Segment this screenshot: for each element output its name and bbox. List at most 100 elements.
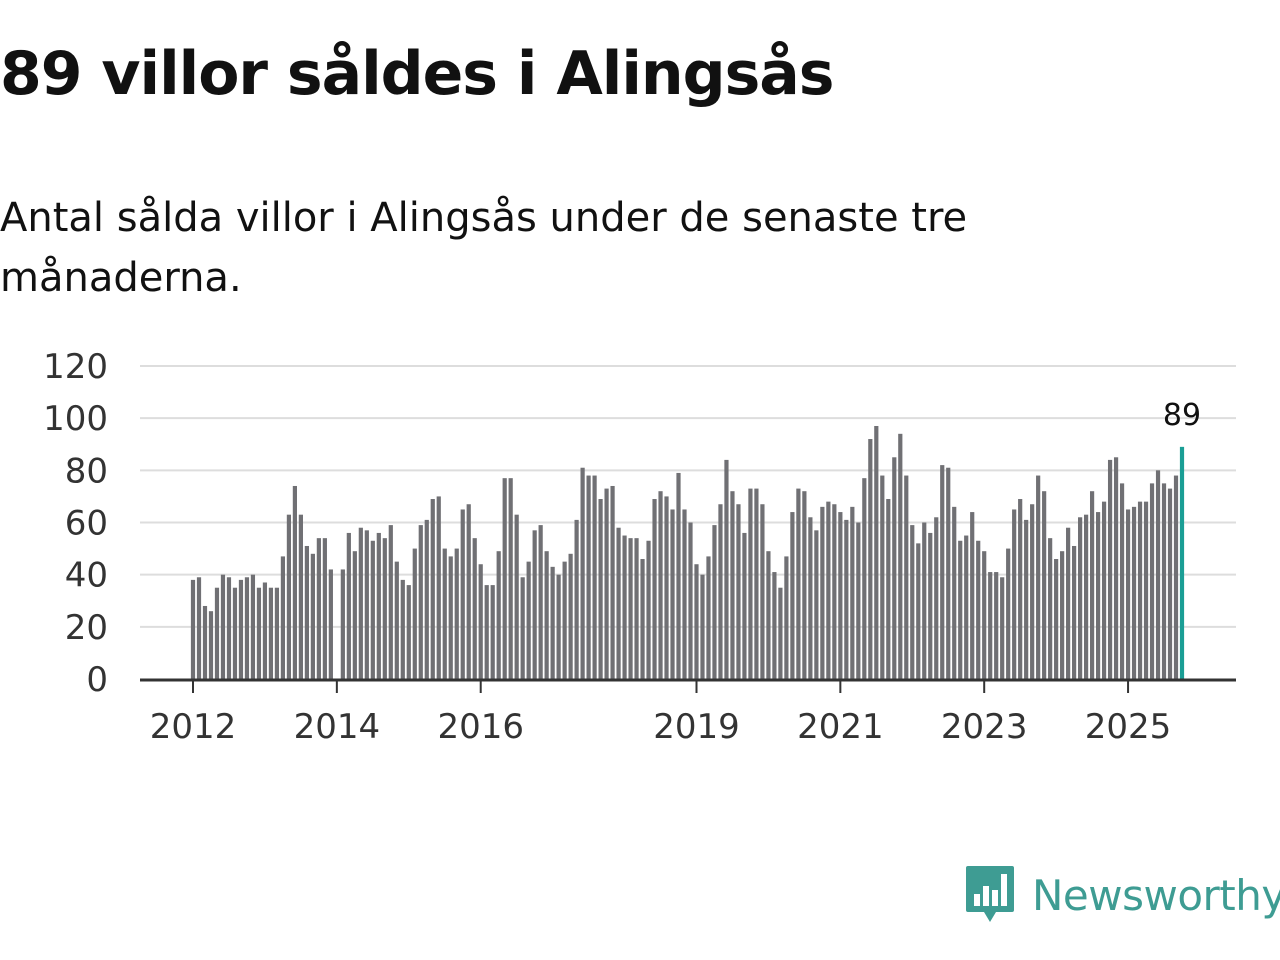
bar-162: [1161, 483, 1167, 680]
bar-118: [898, 433, 903, 679]
bar-40: [430, 499, 435, 679]
bar-130: [970, 512, 975, 679]
y-tick-label-60: 60: [65, 504, 108, 544]
bar-17: [292, 485, 297, 679]
bar-137: [1012, 509, 1017, 679]
bar-158: [1137, 501, 1143, 679]
bar-69: [604, 488, 609, 679]
bar-138: [1018, 499, 1023, 679]
bar-157: [1131, 506, 1137, 679]
bar-16: [286, 514, 292, 679]
bar-120: [910, 525, 915, 679]
grid-lines: [140, 365, 1236, 628]
bar-1: [196, 577, 202, 679]
bar-8: [238, 579, 244, 679]
bar-32: [382, 538, 387, 679]
bar-63: [568, 553, 573, 679]
bar-91: [736, 504, 741, 679]
bar-164: [1173, 475, 1179, 679]
bar-37: [412, 548, 417, 679]
x-axis: [140, 678, 1236, 693]
bar-31: [376, 532, 381, 679]
newsworthy-logo: Newsworthy: [964, 864, 1280, 926]
bar-152: [1101, 501, 1107, 679]
bar-15: [280, 556, 286, 679]
bar-20: [310, 553, 315, 679]
bar-121: [916, 543, 921, 679]
bar-70: [610, 485, 615, 679]
bar-79: [664, 496, 669, 679]
bar-145: [1060, 551, 1065, 679]
bar-112: [862, 478, 867, 679]
bar-144: [1054, 559, 1059, 679]
x-tick-label-2012: 2012: [150, 707, 237, 747]
bar-135: [1000, 577, 1005, 679]
bar-9: [244, 577, 250, 679]
bar-128: [958, 540, 963, 679]
page-title: 89 villor såldes i Alingsås: [0, 39, 835, 109]
bar-143: [1048, 538, 1053, 679]
bar-104: [814, 530, 819, 679]
bar-44: [454, 548, 459, 679]
bar-126: [946, 467, 951, 679]
bar-5: [220, 574, 226, 679]
bar-39: [424, 519, 429, 679]
bar-97: [772, 572, 777, 679]
bar-41: [436, 496, 441, 679]
bar-47: [472, 538, 477, 679]
bar-52: [502, 478, 507, 679]
chart-subtitle: Antal sålda villor i Alingsås under de s…: [0, 195, 968, 301]
bar-2: [202, 605, 208, 679]
bar-25: [340, 569, 345, 679]
bar-98: [778, 587, 783, 679]
bar-146: [1066, 527, 1071, 679]
bar-27: [352, 551, 357, 679]
bar-56: [526, 561, 531, 680]
bar-116: [886, 499, 891, 679]
newsworthy-logo-text: Newsworthy: [1032, 870, 1280, 920]
x-axis-labels: 2012 2014 2016 2019 2021 2023 2025: [150, 707, 1172, 747]
bar-7: [232, 587, 238, 679]
bar-22: [322, 538, 327, 679]
bar-155: [1119, 483, 1125, 680]
bar-89: [724, 459, 729, 679]
bar-34: [394, 561, 399, 680]
bar-134: [994, 572, 999, 679]
bar-59: [544, 551, 549, 679]
data-label-latest: 89: [1163, 398, 1201, 433]
bar-87: [712, 525, 717, 679]
bar-35: [400, 579, 405, 679]
bar-19: [304, 545, 309, 679]
bar-165: [1179, 446, 1185, 679]
bar-93: [748, 488, 753, 679]
bar-30: [370, 540, 375, 679]
bar-46: [466, 504, 471, 679]
bar-148: [1078, 517, 1083, 679]
bar-6: [226, 577, 232, 679]
bar-129: [964, 535, 969, 679]
bar-11: [256, 587, 262, 679]
annotations: 89: [1163, 398, 1201, 433]
bar-21: [316, 538, 321, 679]
bar-77: [652, 499, 657, 679]
bar-154: [1113, 457, 1119, 679]
bar-160: [1149, 483, 1155, 680]
bar-100: [790, 512, 795, 679]
bar-29: [364, 530, 369, 679]
bar-117: [892, 457, 897, 679]
bar-76: [646, 540, 651, 679]
bar-55: [520, 577, 525, 679]
bar-73: [628, 538, 633, 679]
bar-75: [640, 559, 645, 679]
bar-115: [880, 475, 885, 679]
bar-149: [1084, 514, 1089, 679]
bar-61: [556, 574, 561, 679]
bar-106: [826, 501, 831, 679]
bar-28: [358, 527, 363, 679]
bar-72: [622, 535, 627, 679]
bar-85: [700, 574, 705, 679]
bar-81: [676, 472, 681, 679]
bar-71: [616, 527, 621, 679]
bar-10: [250, 574, 256, 679]
bar-49: [484, 585, 489, 679]
